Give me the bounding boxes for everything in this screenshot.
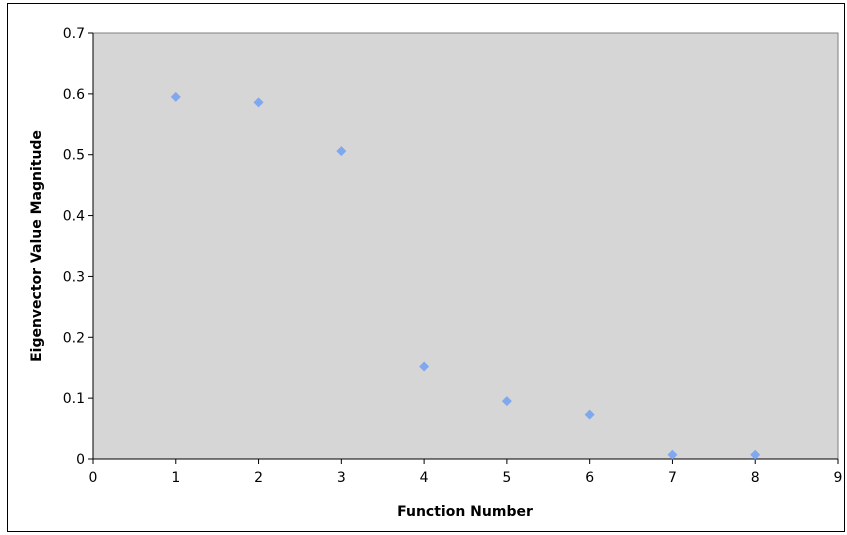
data-point	[419, 361, 430, 372]
y-tick-label: 0.2	[63, 330, 85, 346]
x-tick-label: 8	[751, 470, 760, 486]
data-point	[336, 146, 347, 157]
data-point	[253, 97, 264, 108]
x-axis-ticks: 0 1 2 3 4 5 6 7 8 9	[89, 459, 843, 486]
y-tick-label: 0.1	[63, 391, 85, 407]
x-tick-label: 3	[337, 470, 346, 486]
data-points	[170, 91, 761, 460]
x-tick-label: 2	[254, 470, 263, 486]
data-point	[750, 449, 761, 460]
data-point	[501, 396, 512, 407]
x-tick-label: 9	[834, 470, 843, 486]
y-tick-label: 0.7	[63, 26, 85, 42]
y-tick-label: 0.6	[63, 87, 85, 103]
x-tick-label: 6	[585, 470, 594, 486]
y-tick-label: 0.5	[63, 148, 85, 164]
data-point	[667, 449, 678, 460]
data-point	[584, 409, 595, 420]
y-tick-label: 0	[76, 452, 85, 468]
x-axis-title: Function Number	[397, 504, 533, 520]
y-tick-label: 0.3	[63, 269, 85, 285]
x-tick-label: 4	[420, 470, 429, 486]
y-axis-title: Eigenvector Value Magnitude	[29, 130, 45, 362]
data-point	[170, 91, 181, 102]
y-tick-label: 0.4	[63, 209, 85, 225]
x-tick-label: 5	[502, 470, 511, 486]
x-tick-label: 7	[668, 470, 677, 486]
y-axis-ticks: 0 0.1 0.2 0.3 0.4 0.5 0.6 0.7	[63, 26, 93, 468]
x-tick-label: 0	[89, 470, 98, 486]
x-tick-label: 1	[171, 470, 180, 486]
plot-area	[92, 32, 839, 460]
